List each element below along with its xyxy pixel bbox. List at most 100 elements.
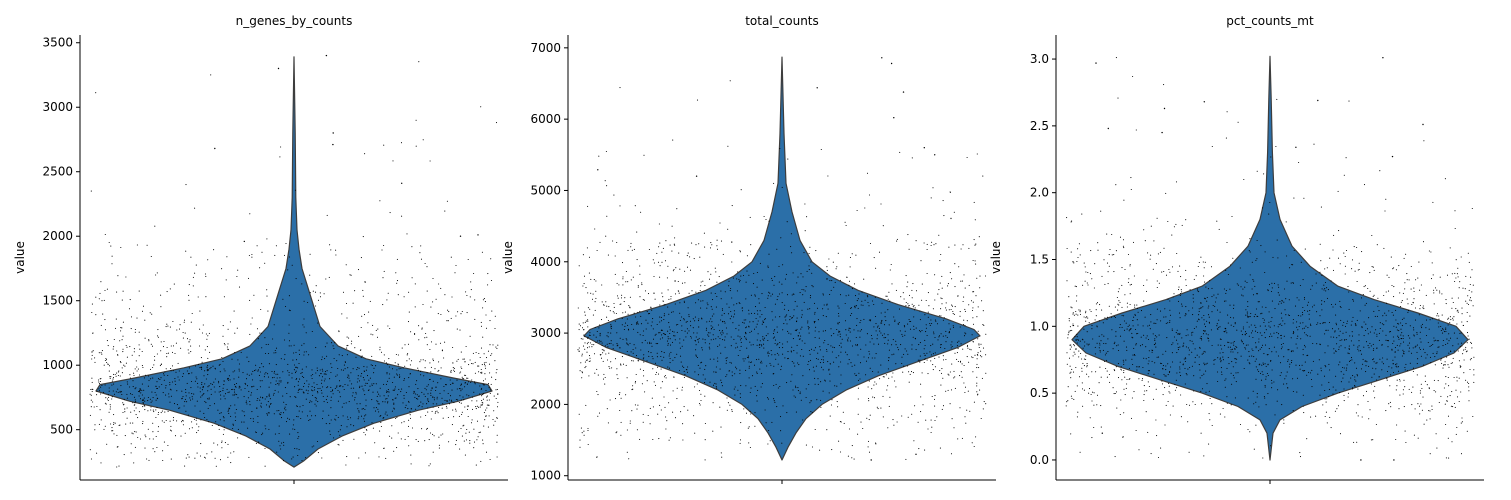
data-point [1465,351,1467,353]
y-axis-label: value [989,241,1003,274]
data-point [794,301,796,303]
data-point [688,316,690,318]
data-point [915,290,918,292]
data-point [868,305,870,307]
data-point [138,374,141,376]
data-point [1402,341,1405,343]
data-point [730,345,732,347]
data-point [1280,343,1283,346]
data-point [720,319,722,321]
data-point [220,398,222,400]
data-point [111,384,113,386]
data-point [658,246,660,248]
data-point [364,384,366,386]
y-tick-label: 1500 [42,294,73,308]
data-point [801,288,803,291]
data-point [1306,438,1308,440]
data-point [132,422,134,424]
data-point [257,369,259,371]
data-point [276,377,278,379]
data-point [1311,306,1314,308]
data-point [257,421,259,423]
data-point [421,327,423,329]
data-point [315,405,317,407]
data-point [113,383,115,385]
data-point [739,302,741,305]
data-point [205,333,207,335]
data-point [663,318,665,321]
data-point [1209,280,1211,282]
data-point [766,365,768,367]
data-point [335,254,337,256]
data-point [611,367,613,369]
data-point [610,340,612,342]
data-point [665,416,667,418]
data-point [607,346,609,348]
data-point [190,256,192,258]
data-point [972,357,974,359]
data-point [424,440,426,442]
data-point [794,365,796,367]
data-point [221,268,223,270]
data-point [729,361,731,363]
data-point [387,364,389,366]
data-point [809,246,811,248]
data-point [1086,363,1088,365]
violin-body [1071,55,1469,461]
data-point [959,326,961,328]
data-point [358,410,360,412]
data-point [812,286,814,288]
data-point [1271,351,1273,353]
data-point [274,349,276,352]
data-point [300,372,302,374]
data-point [1417,277,1419,279]
data-point [721,320,724,322]
data-point [671,311,673,313]
data-point [473,428,475,430]
data-point [201,361,203,363]
data-point [249,333,251,335]
data-point [827,343,829,345]
data-point [365,369,367,371]
data-point [347,418,349,421]
data-point [845,334,847,336]
data-point [392,399,394,401]
data-point [227,343,229,345]
data-point [142,423,144,425]
data-point [316,370,318,372]
data-point [142,399,144,401]
data-point [580,427,582,429]
data-point [427,407,429,409]
data-point [243,396,245,398]
data-point [126,417,128,419]
data-point [90,399,92,401]
data-point [655,373,657,376]
data-point [614,358,617,360]
data-point [183,405,185,407]
data-point [891,344,893,346]
data-point [939,260,941,262]
data-point [1086,343,1088,345]
data-point [322,395,324,398]
data-point [307,390,309,392]
data-point [322,370,324,372]
data-point [170,425,172,427]
data-point [668,326,670,328]
data-point [420,359,422,361]
data-point [429,463,431,465]
data-point [450,371,452,373]
data-point [211,383,213,385]
data-point [976,153,978,155]
data-point [1067,400,1069,402]
data-point [850,307,852,309]
data-point [364,394,366,396]
data-point [726,397,728,399]
data-point [1168,268,1170,271]
data-point [847,455,849,457]
data-point [258,441,260,443]
data-point [1214,301,1217,303]
data-point [387,389,389,391]
data-point [682,365,684,367]
data-point [196,423,198,425]
data-point [681,389,683,391]
